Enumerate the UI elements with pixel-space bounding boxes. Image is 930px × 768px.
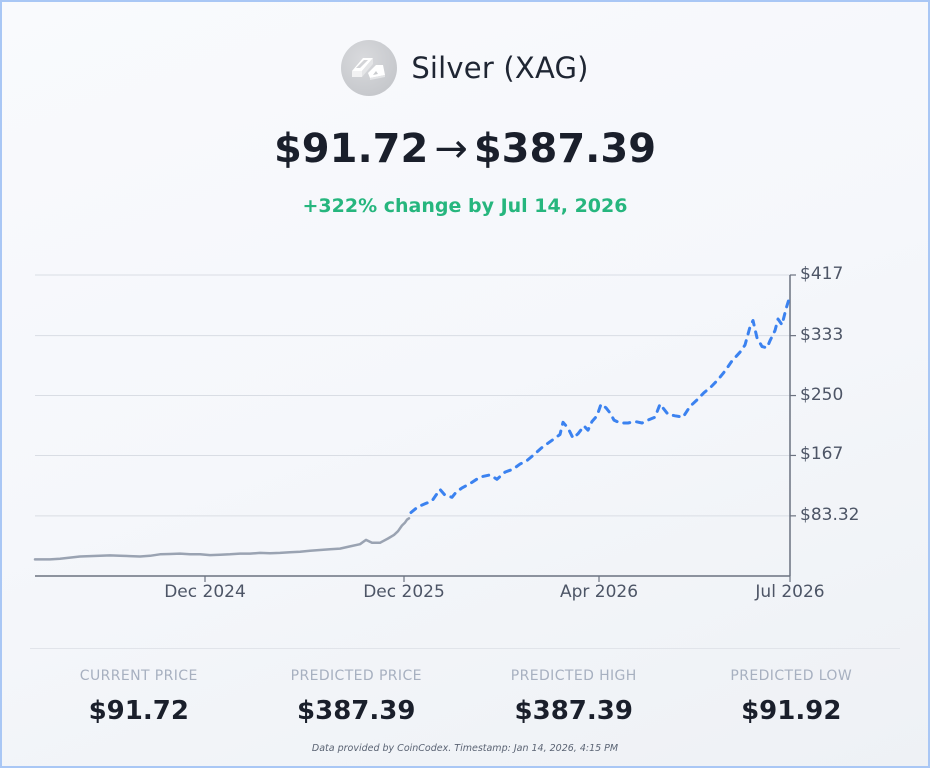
stat-predicted-high: PREDICTED HIGH $387.39 [465, 668, 683, 738]
stat-label: PREDICTED PRICE [290, 668, 422, 684]
y-tick-label: $83.32 [800, 504, 860, 525]
stat-value: $91.92 [741, 696, 842, 726]
y-tick-label: $333 [800, 324, 844, 345]
asset-title: Silver (XAG) [411, 51, 589, 85]
prediction-line [409, 294, 792, 514]
y-tick-label: $250 [800, 384, 844, 405]
header: Silver (XAG) [0, 38, 930, 98]
x-tick-label: Dec 2025 [363, 582, 445, 602]
price-summary: $91.72 → $387.39 [0, 126, 930, 172]
price-chart[interactable]: $417 $333 $250 $167 $83.32 Dec 2024 Dec 2025 A… [0, 260, 930, 610]
stat-label: PREDICTED HIGH [510, 668, 637, 684]
arrow-right-icon: → [434, 126, 468, 172]
current-price: $91.72 [273, 126, 429, 172]
data-source-footer: Data provided by CoinCodex. Timestamp: J… [311, 743, 619, 754]
predicted-price: $387.39 [473, 126, 657, 172]
stat-label: CURRENT PRICE [79, 668, 198, 684]
stat-value: $387.39 [297, 696, 416, 726]
x-tick-label: Apr 2026 [559, 582, 639, 602]
silver-bars-icon [341, 40, 398, 96]
stat-label: PREDICTED LOW [730, 668, 853, 684]
x-tick-label: Jul 2026 [755, 582, 825, 602]
y-tick-label: $417 [800, 264, 844, 284]
chart-canvas[interactable] [0, 260, 930, 610]
divider [30, 648, 900, 649]
stats-row: CURRENT PRICE $91.72 PREDICTED PRICE $38… [30, 668, 900, 738]
stat-value: $387.39 [514, 696, 633, 726]
change-percent: +322% change by Jul 14, 2026 [302, 195, 628, 217]
stat-current-price: CURRENT PRICE $91.72 [30, 668, 248, 738]
stat-predicted-price: PREDICTED PRICE $387.39 [248, 668, 466, 738]
y-tick-label: $167 [800, 444, 844, 465]
stat-value: $91.72 [88, 696, 189, 726]
x-tick-label: Dec 2024 [164, 582, 246, 602]
history-line [33, 517, 411, 561]
stat-predicted-low: PREDICTED LOW $91.92 [683, 668, 901, 738]
